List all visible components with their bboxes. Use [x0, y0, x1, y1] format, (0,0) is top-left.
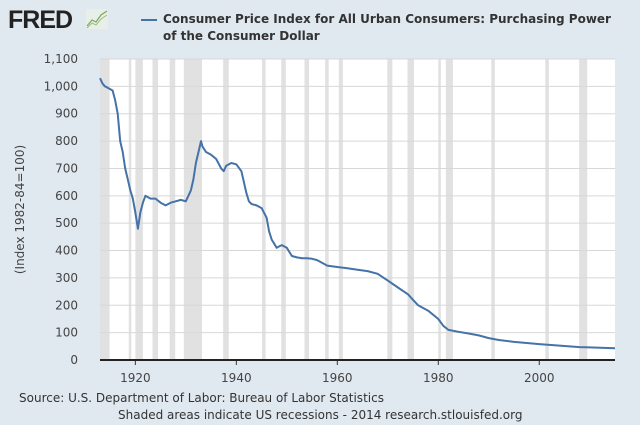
recession-band — [169, 59, 176, 360]
recession-band — [579, 59, 588, 360]
recession-band — [135, 59, 143, 360]
recession-band — [281, 59, 286, 360]
recession-band — [491, 59, 495, 360]
y-tick-label: 700 — [55, 161, 78, 175]
series-line — [99, 77, 616, 350]
y-tick-label: 1,000 — [44, 79, 78, 93]
recession-band — [387, 59, 393, 360]
y-tick-label: 100 — [55, 326, 78, 340]
x-tick-label: 2000 — [524, 371, 555, 385]
plot-area — [100, 59, 615, 360]
x-tick-label: 1980 — [423, 371, 454, 385]
y-tick-label: 500 — [55, 216, 78, 230]
chart-line-icon — [86, 9, 108, 29]
chart-title: Consumer Price Index for All Urban Consu… — [163, 12, 611, 43]
recession-band — [325, 59, 329, 360]
y-tick-label: 900 — [55, 107, 78, 121]
x-tick-label: 1940 — [221, 371, 252, 385]
recession-band — [223, 59, 229, 360]
fred-logo: FRED — [8, 6, 73, 34]
recession-band — [445, 59, 453, 360]
x-tick-label: 1960 — [322, 371, 353, 385]
recession-band — [545, 59, 549, 360]
y-tick-label: 300 — [55, 271, 78, 285]
recession-band — [152, 59, 159, 360]
y-tick-label: 200 — [55, 298, 78, 312]
y-tick-label: 0 — [70, 353, 78, 367]
recession-band — [407, 59, 415, 360]
recession-band — [183, 59, 202, 360]
y-tick-label: 1,100 — [44, 52, 78, 66]
recession-note: Shaded areas indicate US recessions - 20… — [118, 408, 523, 422]
recession-band — [128, 59, 132, 360]
legend-swatch — [141, 19, 157, 21]
recession-band — [304, 59, 310, 360]
recession-band — [438, 59, 441, 360]
recession-band — [338, 59, 343, 360]
recession-band — [100, 59, 110, 360]
source-note: Source: U.S. Department of Labor: Bureau… — [19, 391, 384, 405]
y-tick-label: 800 — [55, 134, 78, 148]
y-tick-label: 600 — [55, 189, 78, 203]
x-tick-label: 1920 — [120, 371, 151, 385]
y-tick-label: 400 — [55, 244, 78, 258]
y-axis-label: (Index 1982-84=100) — [13, 145, 27, 274]
recession-band — [262, 59, 266, 360]
